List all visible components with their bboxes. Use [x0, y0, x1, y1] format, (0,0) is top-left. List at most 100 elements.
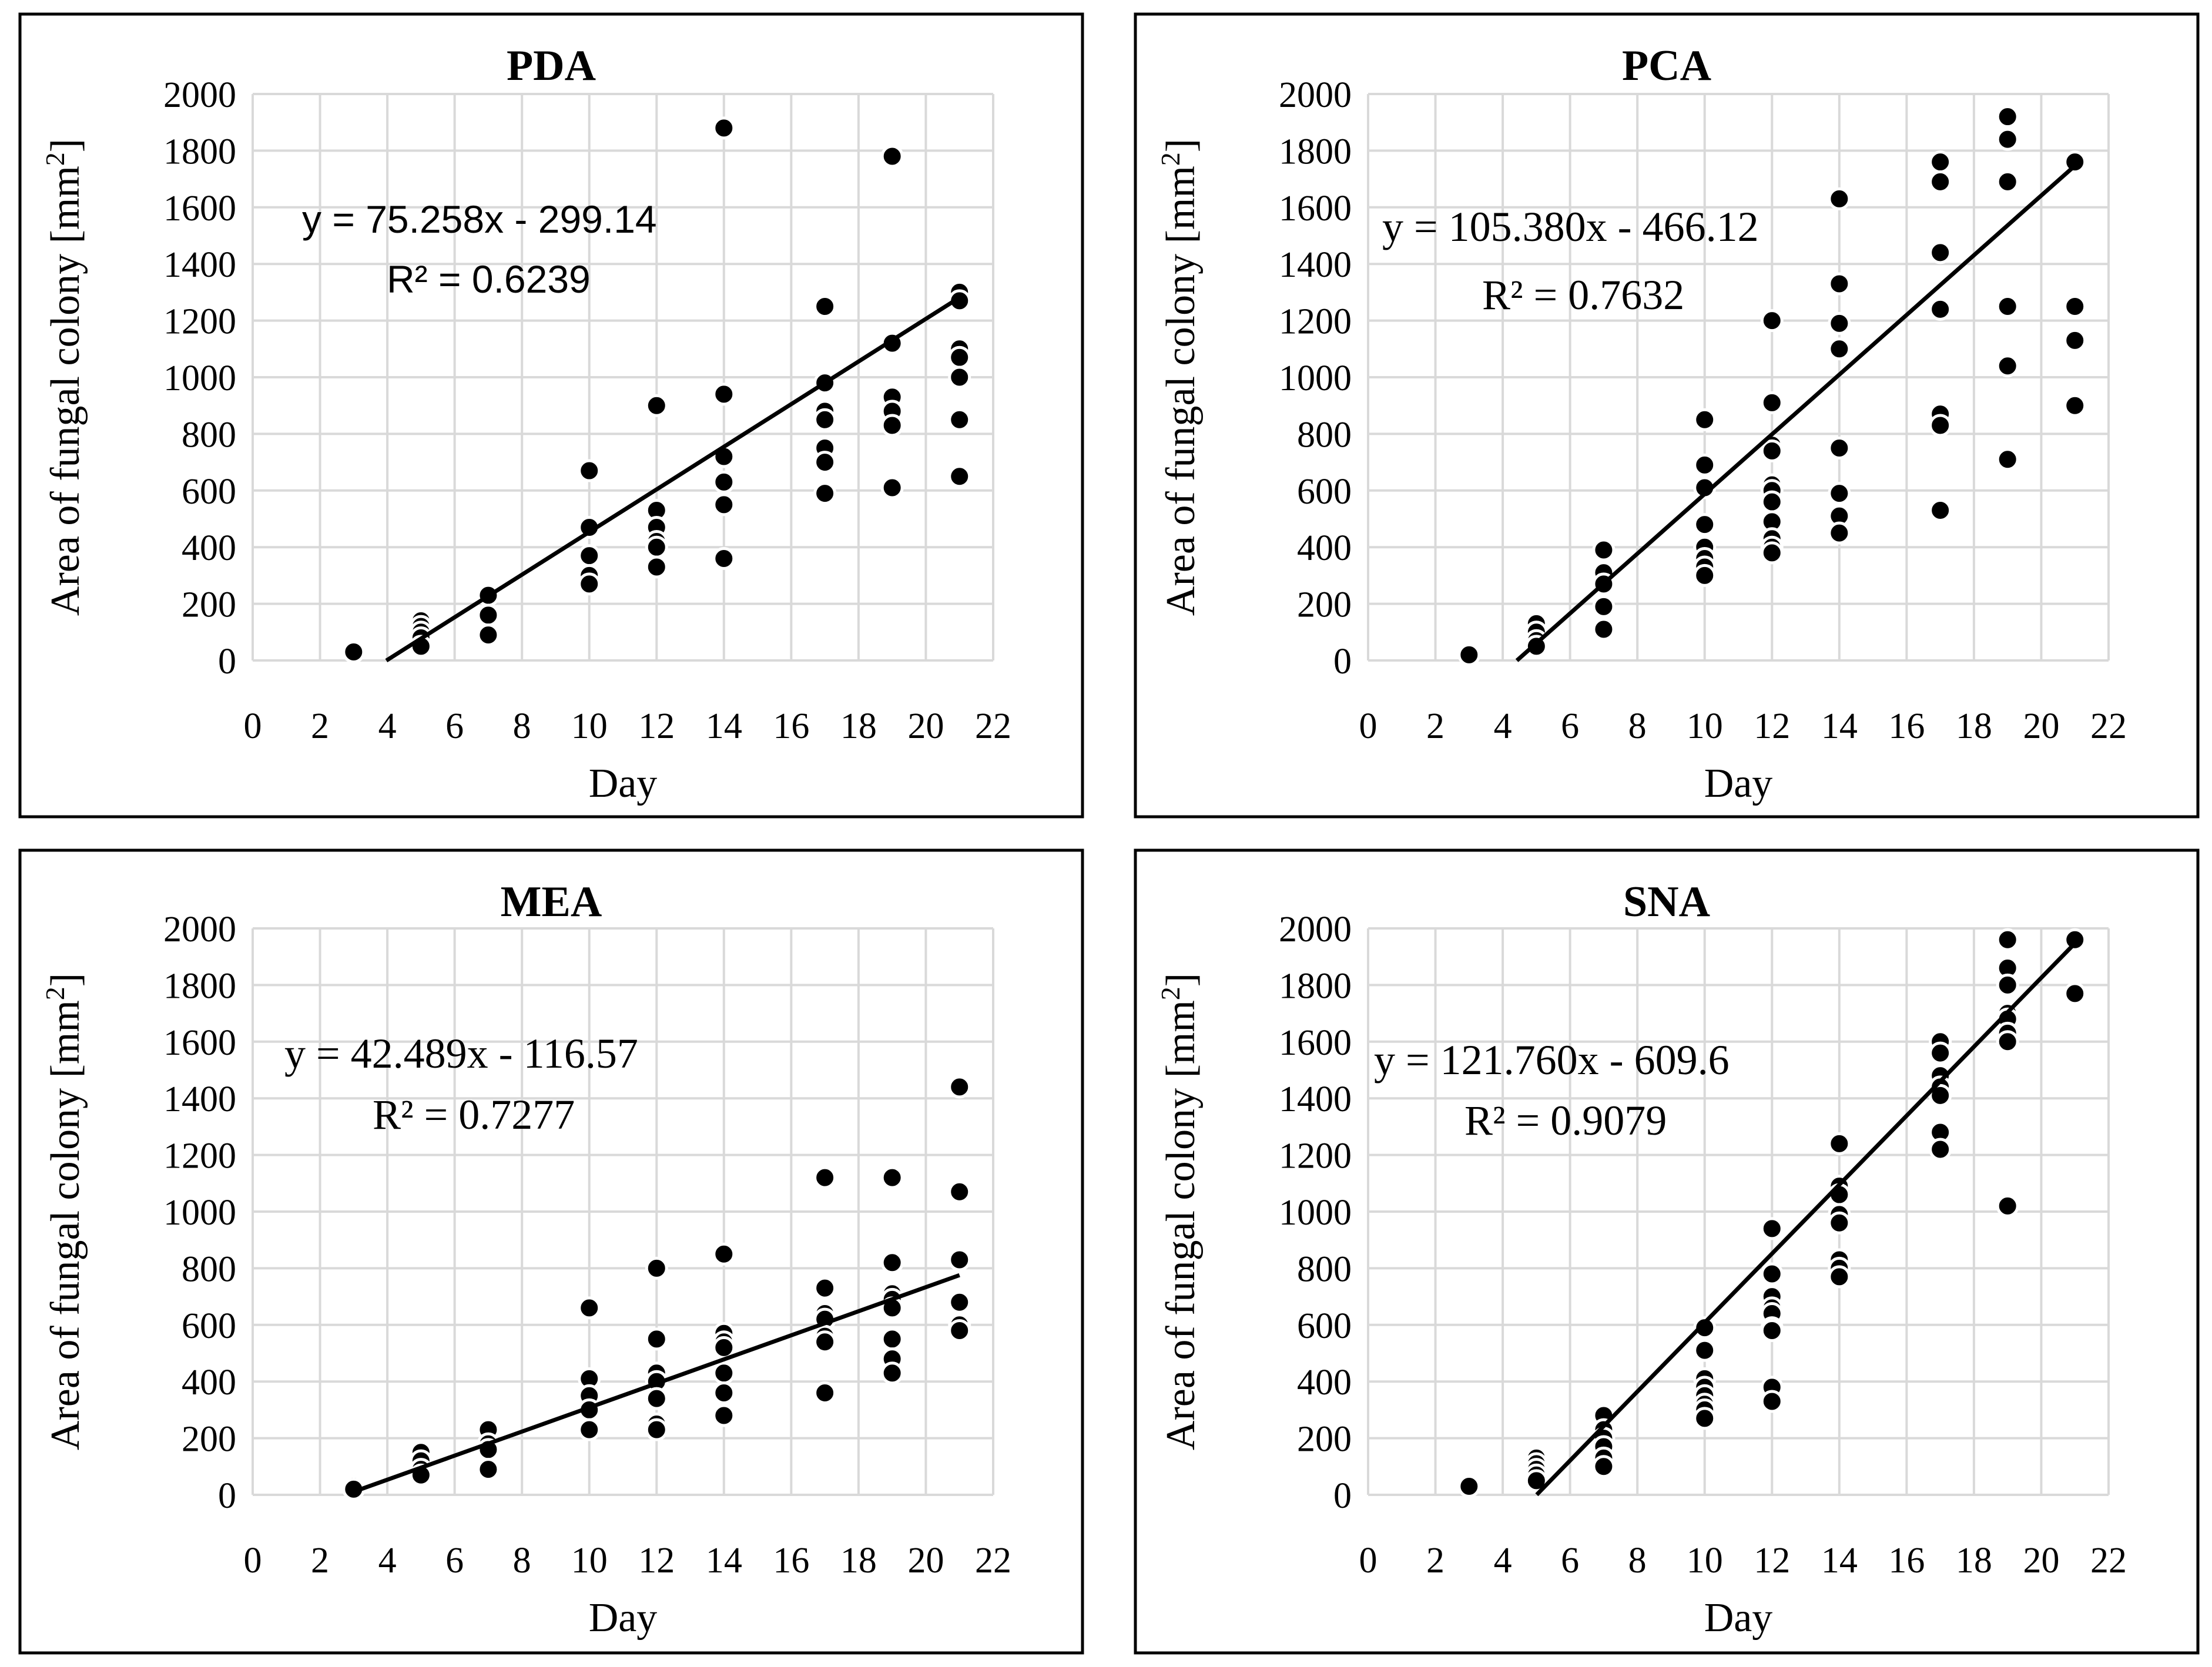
data-point: [578, 544, 601, 568]
data-point: [1760, 1390, 1784, 1413]
data-point: [1996, 448, 2019, 471]
data-point: [2063, 150, 2087, 174]
y-tick-label: 1200: [1279, 1136, 1352, 1176]
y-tick-label: 800: [1297, 1249, 1352, 1289]
y-tick-label: 1800: [163, 966, 236, 1006]
superscript-two: 2: [1155, 987, 1185, 1000]
superscript-two: 2: [40, 152, 70, 166]
y-tick-label: 1400: [1279, 245, 1352, 285]
y-tick-label: 2000: [163, 75, 236, 115]
data-point: [2063, 982, 2087, 1005]
data-point: [1929, 499, 1952, 522]
y-tick-label: 800: [182, 415, 236, 455]
y-tick-label: 1200: [163, 302, 236, 342]
data-point: [1760, 1217, 1784, 1240]
x-tick-label: 10: [1687, 706, 1723, 746]
superscript-two: 2: [1155, 152, 1185, 166]
x-axis-label: Day: [589, 761, 658, 806]
data-point: [1996, 354, 2019, 378]
data-point: [645, 535, 668, 559]
y-tick-label: 600: [182, 472, 236, 512]
data-point: [578, 459, 601, 482]
y-tick-label: 400: [182, 1363, 236, 1403]
y-tick-label: 1400: [1279, 1079, 1352, 1119]
data-point: [948, 365, 971, 389]
chart-title: PCA: [1622, 42, 1711, 90]
y-tick-label: 200: [1297, 585, 1352, 625]
x-tick-label: 4: [1494, 706, 1512, 746]
x-tick-label: 10: [1687, 1541, 1723, 1581]
superscript-two: 2: [40, 987, 70, 1000]
data-point: [948, 1180, 971, 1203]
data-point: [1929, 1084, 1952, 1107]
trendline-equation: y = 75.258x - 299.14: [302, 197, 657, 241]
data-point: [1828, 437, 1851, 459]
x-tick-label: 22: [975, 706, 1011, 746]
data-point: [948, 346, 971, 369]
data-point: [578, 1418, 601, 1441]
data-point: [880, 1251, 904, 1274]
data-point: [1592, 1455, 1616, 1478]
y-tick-label: 2000: [1279, 910, 1352, 950]
data-point: [1996, 170, 2019, 193]
data-point: [1828, 337, 1851, 361]
data-point: [1996, 928, 2019, 951]
data-point: [1760, 309, 1784, 333]
data-point: [645, 1256, 668, 1280]
x-axis-label: Day: [1704, 761, 1773, 806]
data-point: [645, 1418, 668, 1441]
x-tick-label: 0: [1359, 706, 1378, 746]
data-point: [1592, 538, 1616, 562]
y-tick-label: 200: [182, 585, 236, 625]
x-tick-label: 12: [1754, 1541, 1790, 1581]
trendline: [385, 296, 961, 663]
x-tick-label: 8: [513, 706, 531, 746]
data-point: [578, 1296, 601, 1320]
data-point: [813, 1276, 837, 1300]
y-tick-label: 1400: [163, 1079, 236, 1119]
chart-panel-sna: SNA0200400600800100012001400160018002000…: [1134, 848, 2200, 1655]
x-tick-label: 2: [1426, 1541, 1444, 1581]
y-tick-label: 1600: [163, 189, 236, 229]
x-tick-label: 20: [2023, 1541, 2059, 1581]
x-tick-label: 20: [907, 1541, 944, 1581]
x-tick-label: 6: [445, 1541, 464, 1581]
data-point: [2063, 328, 2087, 352]
y-tick-label: 1000: [1279, 1193, 1352, 1233]
data-point: [712, 1404, 736, 1427]
data-point: [813, 482, 837, 505]
data-point: [1760, 541, 1784, 565]
data-point: [1929, 170, 1952, 193]
y-tick-label: 200: [182, 1420, 236, 1460]
data-point: [1828, 1211, 1851, 1235]
data-point: [1457, 643, 1481, 666]
data-point: [880, 1361, 904, 1385]
y-tick-label: 1400: [163, 245, 236, 285]
data-point: [813, 1330, 837, 1354]
x-tick-label: 10: [571, 706, 608, 746]
data-point: [1693, 1407, 1717, 1430]
x-tick-label: 16: [773, 706, 809, 746]
data-point: [712, 383, 736, 406]
data-point: [1693, 1316, 1717, 1340]
x-tick-label: 18: [1956, 1541, 1992, 1581]
x-tick-label: 6: [445, 706, 464, 746]
x-tick-label: 18: [840, 1541, 877, 1581]
y-tick-label: 2000: [1279, 75, 1352, 115]
data-point: [712, 1361, 736, 1385]
x-tick-label: 22: [2090, 1541, 2127, 1581]
trendline: [1515, 164, 2077, 662]
data-point: [1592, 595, 1616, 618]
data-point: [1929, 1041, 1952, 1065]
data-point: [2063, 928, 2087, 951]
x-tick-label: 0: [1359, 1541, 1378, 1581]
x-tick-label: 14: [706, 706, 742, 746]
trendline-equation: y = 121.760x - 609.6: [1374, 1037, 1730, 1084]
data-point: [1929, 297, 1952, 321]
y-tick-label: 800: [182, 1249, 236, 1289]
data-point: [1996, 973, 2019, 997]
y-tick-label: 0: [1333, 1476, 1352, 1516]
data-point: [1828, 311, 1851, 335]
x-tick-label: 14: [1821, 1541, 1858, 1581]
data-point: [1693, 564, 1717, 587]
